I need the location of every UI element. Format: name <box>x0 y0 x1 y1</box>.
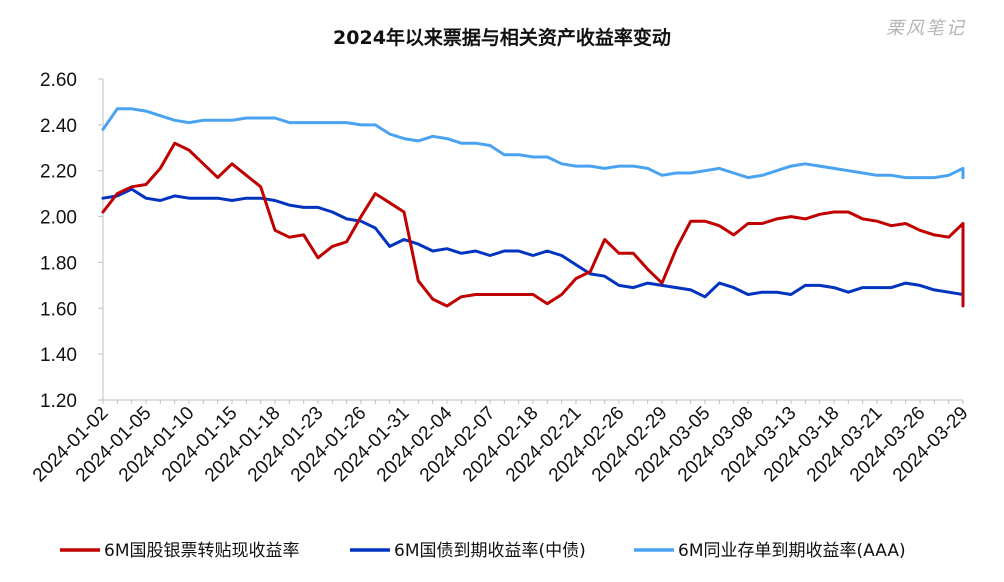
legend-item-cd-yield: 6M同业存单到期收益率(AAA) <box>634 541 906 561</box>
y-tick-label: 1.80 <box>40 253 77 274</box>
series-line-2 <box>101 107 965 180</box>
series-lines <box>101 107 965 308</box>
legend-item-bill-rate: 6M国股银票转贴现收益率 <box>60 541 299 561</box>
legend-label-treasury-yield: 6M国债到期收益率(中债) <box>394 541 586 561</box>
y-tick-label: 2.60 <box>40 70 77 91</box>
chart-title: 2024年以来票据与相关资产收益率变动 <box>333 26 671 49</box>
legend: 6M国股银票转贴现收益率 6M国债到期收益率(中债) 6M同业存单到期收益率(A… <box>60 541 906 561</box>
watermark-text: 栗风笔记 <box>886 18 966 39</box>
legend-label-cd-yield: 6M同业存单到期收益率(AAA) <box>678 541 906 561</box>
legend-item-treasury-yield: 6M国债到期收益率(中债) <box>350 541 586 561</box>
y-axis-ticks: 2.60 2.40 2.20 2.00 1.80 1.60 1.40 1.20 <box>40 70 103 412</box>
y-tick-label: 1.40 <box>40 345 77 366</box>
y-tick-label: 2.00 <box>40 208 77 229</box>
y-tick-label: 1.60 <box>40 299 77 320</box>
y-tick-label: 2.20 <box>40 162 77 183</box>
y-tick-label: 1.20 <box>40 391 77 412</box>
series-line-0 <box>101 141 965 308</box>
series-line-1 <box>101 187 965 299</box>
x-axis-ticks: 2024-01-022024-01-052024-01-102024-01-15… <box>29 400 973 486</box>
y-tick-label: 2.40 <box>40 116 77 137</box>
legend-label-bill-rate: 6M国股银票转贴现收益率 <box>104 541 299 561</box>
